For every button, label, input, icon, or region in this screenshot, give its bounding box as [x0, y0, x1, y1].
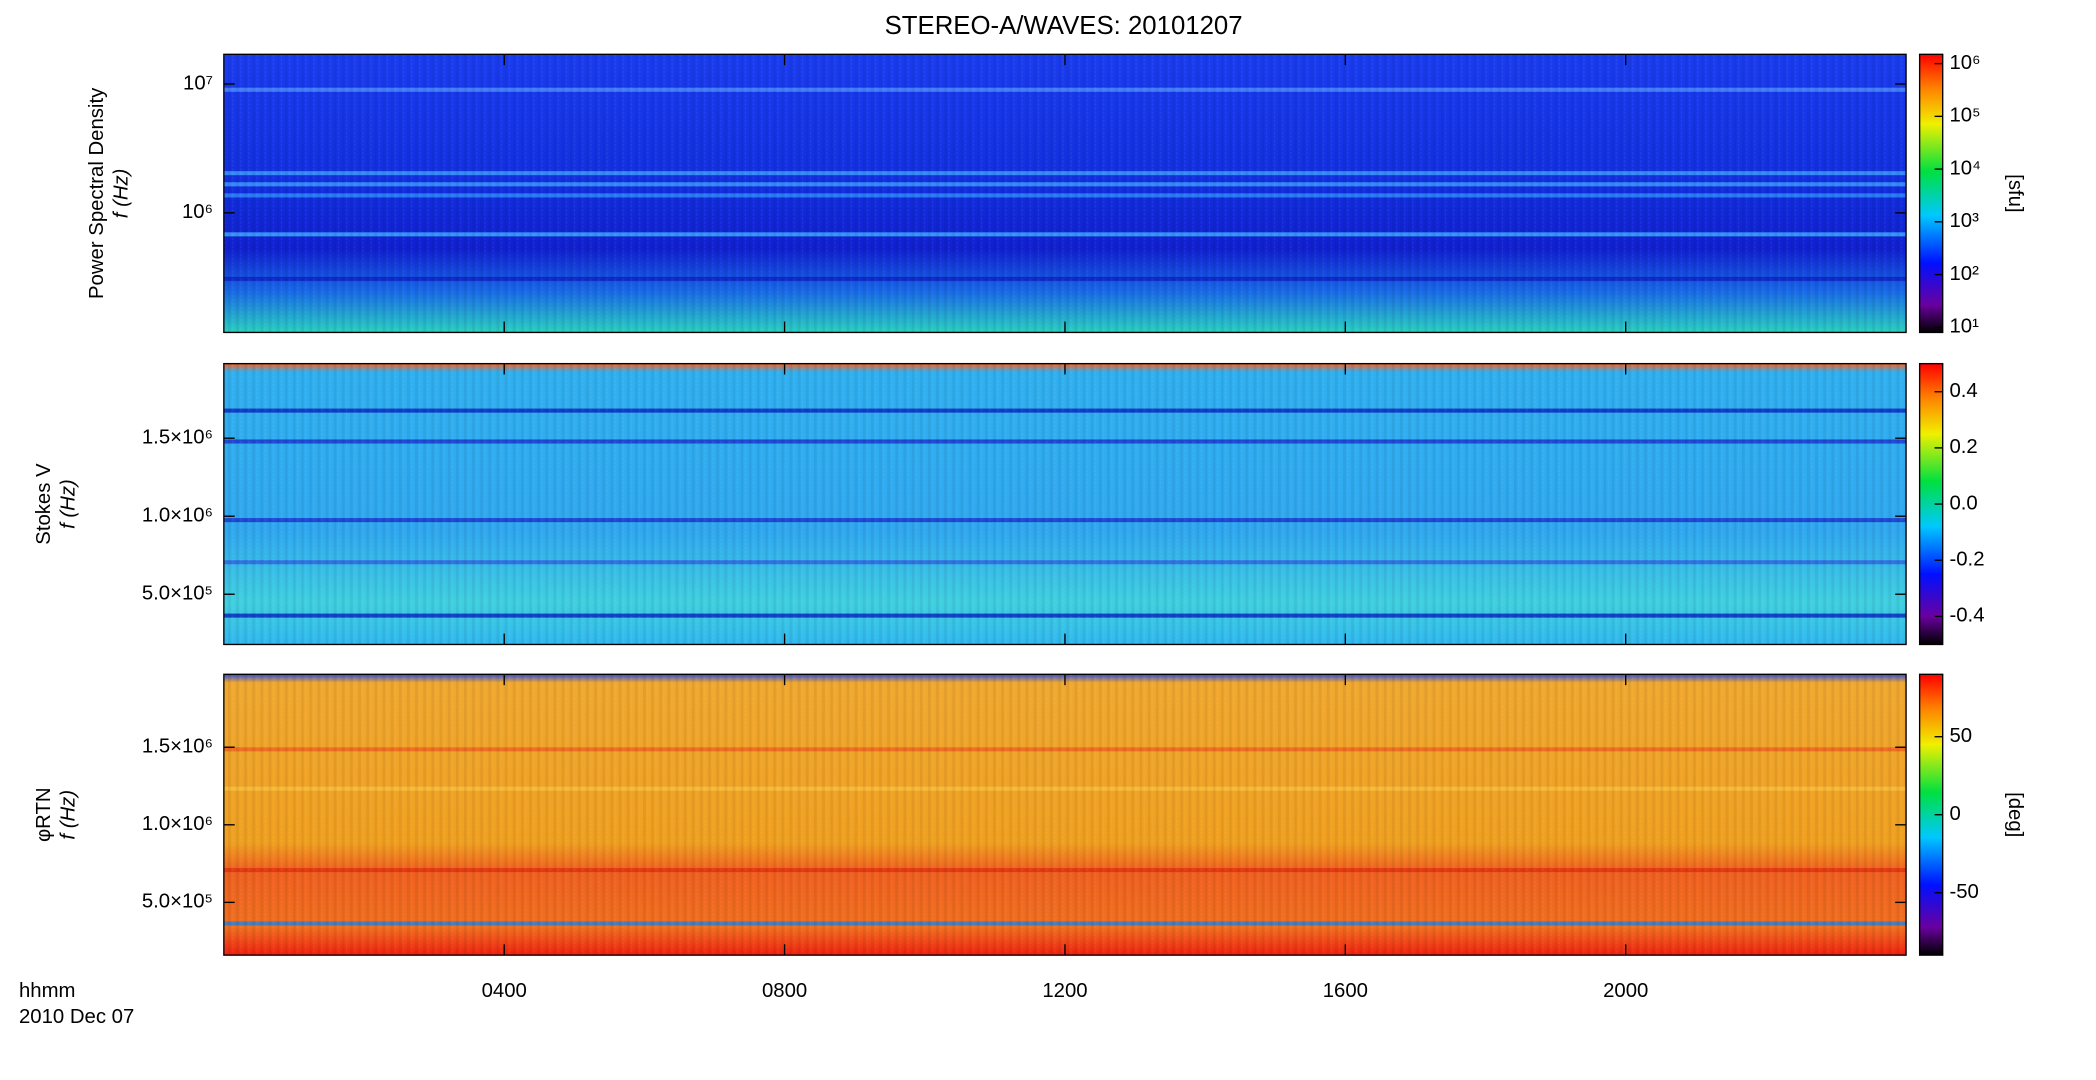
colorbar-tick-label: 10⁶: [1949, 52, 1980, 74]
y-axis-unit: f (Hz): [58, 479, 80, 529]
y-tick-label: 1.0×10⁶: [142, 505, 213, 527]
y-axis-unit: f (Hz): [110, 169, 132, 219]
spectrogram-texture: [223, 363, 1907, 645]
colorbar: [1918, 53, 1944, 334]
spectrogram-texture: [223, 54, 1907, 333]
colorbar-tick-label: 0.2: [1949, 436, 1977, 458]
colorbar-tick-label: -0.2: [1949, 549, 1984, 571]
colorbar-label: [sfu]: [2004, 174, 2026, 212]
colorbar-tick-label: 0.4: [1949, 380, 1977, 402]
y-tick-label: 5.0×10⁵: [142, 891, 213, 913]
x-tick-label: 1600: [1323, 980, 1368, 1002]
x-tick-label: 2000: [1603, 980, 1648, 1002]
y-axis-unit: f (Hz): [58, 790, 80, 840]
colorbar-tick-label: 10¹: [1949, 316, 1979, 338]
y-tick-label: 10⁷: [183, 72, 213, 94]
x-axis-label: hhmm: [19, 980, 75, 1002]
y-tick-label: 1.5×10⁶: [142, 427, 213, 449]
x-tick-label: 1200: [1042, 980, 1087, 1002]
spectrogram-texture: [223, 674, 1907, 956]
colorbar-tick-label: 10⁴: [1949, 157, 1980, 179]
colorbar-tick-label: 10³: [1949, 210, 1979, 232]
colorbar-tick-label: -0.4: [1949, 605, 1984, 627]
colorbar-tick-label: -50: [1949, 881, 1978, 903]
x-tick-label: 0400: [482, 980, 527, 1002]
y-tick-label: 1.5×10⁶: [142, 736, 213, 758]
chart-title: STEREO-A/WAVES: 20101207: [885, 12, 1243, 40]
colorbar-tick-label: 0.0: [1949, 492, 1977, 514]
colorbar-tick-label: 10²: [1949, 263, 1979, 285]
y-tick-label: 5.0×10⁵: [142, 583, 213, 605]
y-tick-label: 10⁶: [182, 201, 213, 223]
y-axis-label: Power Spectral Density: [86, 87, 108, 299]
date-label: 2010 Dec 07: [19, 1006, 134, 1028]
colorbar-tick-label: 10⁵: [1949, 105, 1980, 127]
y-tick-label: 1.0×10⁶: [142, 813, 213, 835]
colorbar-label: [deg]: [2004, 792, 2026, 837]
y-axis-label: φRTN: [33, 787, 55, 842]
colorbar-tick-label: 50: [1949, 725, 1972, 747]
colorbar-tick-label: 0: [1949, 803, 1960, 825]
x-tick-label: 0800: [762, 980, 807, 1002]
y-axis-label: Stokes V: [33, 463, 55, 545]
